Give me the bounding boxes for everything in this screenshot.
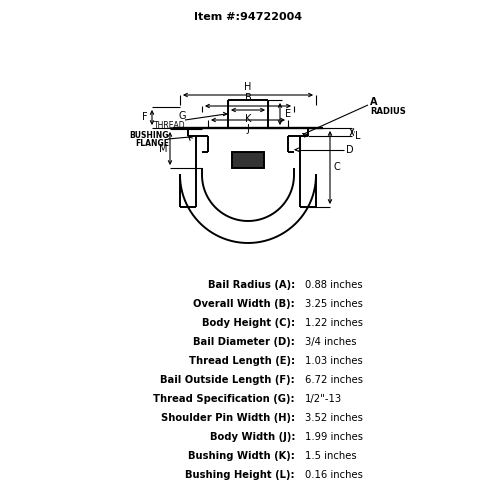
Text: F: F [142, 112, 148, 122]
Text: Body Height (C):: Body Height (C): [202, 318, 295, 328]
Text: 6.72 inches: 6.72 inches [305, 375, 363, 385]
Text: H: H [244, 82, 252, 92]
Text: Overall Width (B):: Overall Width (B): [193, 299, 295, 309]
Text: J: J [246, 124, 250, 134]
Text: 3.25 inches: 3.25 inches [305, 299, 363, 309]
Text: 3.52 inches: 3.52 inches [305, 413, 363, 423]
Text: 1/2"-13: 1/2"-13 [305, 394, 342, 404]
Text: G: G [178, 111, 186, 121]
Text: Bushing Height (L):: Bushing Height (L): [186, 470, 295, 480]
Text: 0.88 inches: 0.88 inches [305, 280, 362, 290]
Text: 1.99 inches: 1.99 inches [305, 432, 363, 442]
Text: 0.16 inches: 0.16 inches [305, 470, 363, 480]
Bar [232, 152, 264, 168]
Text: M: M [158, 144, 167, 154]
Text: 3/4 inches: 3/4 inches [305, 337, 356, 347]
Text: Bushing Width (K):: Bushing Width (K): [188, 451, 295, 461]
Text: 1.5 inches: 1.5 inches [305, 451, 356, 461]
Text: Shoulder Pin Width (H):: Shoulder Pin Width (H): [161, 413, 295, 423]
Text: D: D [346, 144, 354, 154]
Text: FLANGE: FLANGE [135, 140, 169, 148]
Text: Thread Length (E):: Thread Length (E): [189, 356, 295, 366]
Text: Bail Radius (A):: Bail Radius (A): [208, 280, 295, 290]
Text: 1.22 inches: 1.22 inches [305, 318, 363, 328]
Text: L: L [355, 131, 360, 141]
Text: B: B [244, 93, 252, 103]
Text: K: K [245, 114, 251, 124]
Text: Bail Outside Length (F):: Bail Outside Length (F): [160, 375, 295, 385]
Text: RADIUS: RADIUS [370, 106, 406, 116]
Text: Item #:94722004: Item #:94722004 [194, 12, 302, 22]
Text: E: E [285, 109, 291, 119]
Text: C: C [334, 162, 341, 172]
Text: A: A [370, 97, 378, 107]
Text: Body Width (J):: Body Width (J): [210, 432, 295, 442]
Text: Bail Diameter (D):: Bail Diameter (D): [193, 337, 295, 347]
Text: THREAD: THREAD [154, 122, 186, 130]
Text: 1.03 inches: 1.03 inches [305, 356, 363, 366]
Text: BUSHING: BUSHING [130, 130, 169, 140]
Text: Thread Specification (G):: Thread Specification (G): [154, 394, 295, 404]
